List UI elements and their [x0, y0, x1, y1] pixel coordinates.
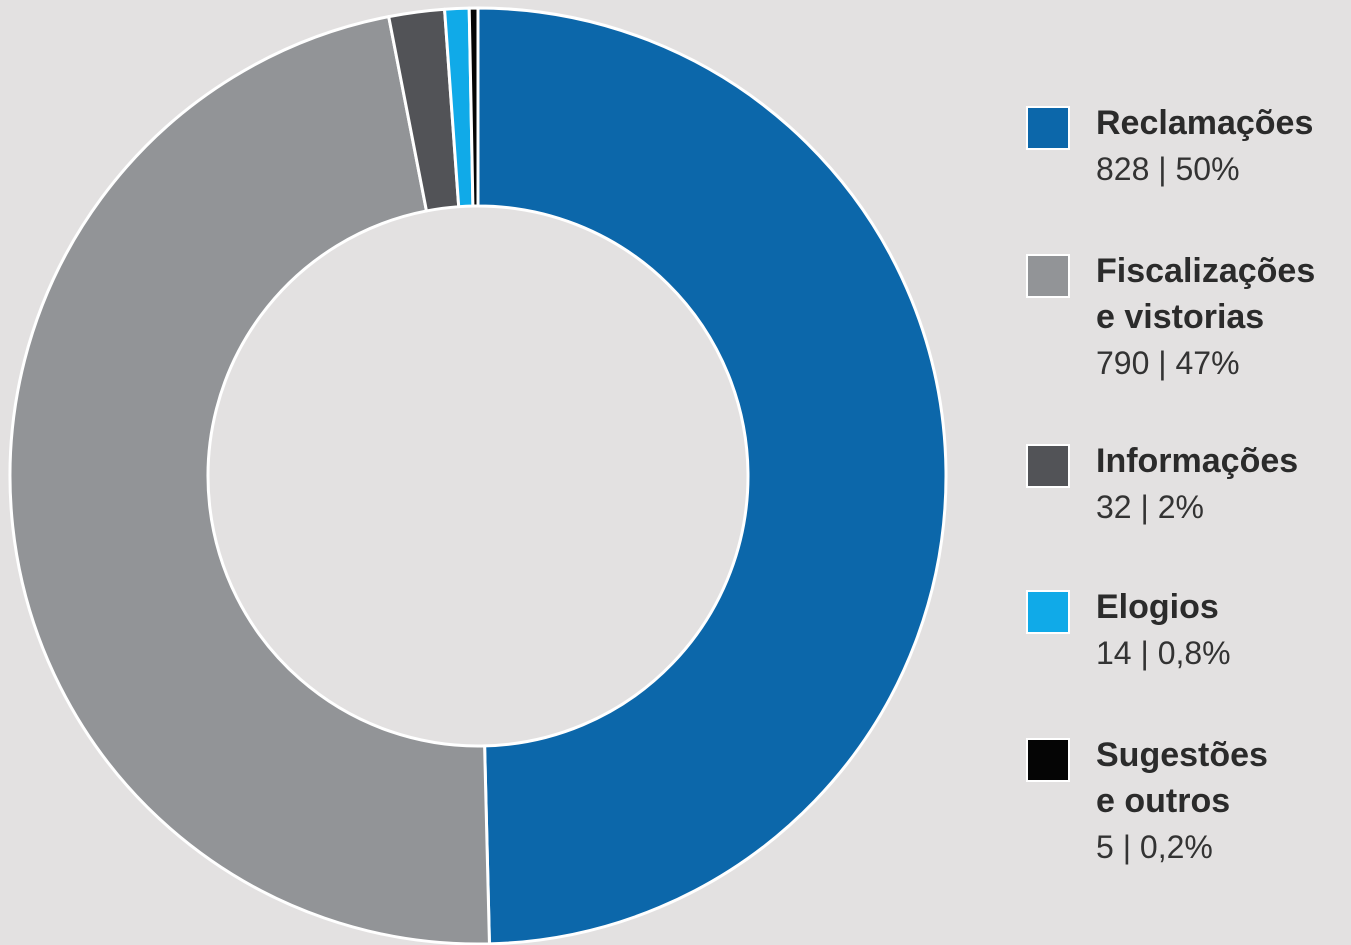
legend-label: Elogios: [1096, 588, 1219, 626]
legend-swatch: [1026, 444, 1070, 488]
legend-label: Fiscalizações e vistorias: [1096, 252, 1316, 336]
legend-text: Reclamações 828 | 50%: [1096, 100, 1351, 192]
donut-slice-0: [476, 6, 948, 945]
legend-swatch: [1026, 590, 1070, 634]
legend-text: Fiscalizações e vistorias 790 | 47%: [1096, 248, 1351, 386]
legend-text: Elogios 14 | 0,8%: [1096, 584, 1351, 676]
donut-slice-4: [467, 6, 480, 208]
legend-value: 14 | 0,8%: [1096, 635, 1231, 671]
donut-slice-1: [8, 15, 491, 945]
legend-text: Sugestões e outros 5 | 0,2%: [1096, 732, 1351, 870]
legend-swatch: [1026, 106, 1070, 150]
chart-legend: Reclamações 828 | 50% Fiscalizações e vist…: [1026, 0, 1351, 945]
legend-swatch: [1026, 254, 1070, 298]
legend-value: 5 | 0,2%: [1096, 829, 1213, 865]
legend-label: Sugestões e outros: [1096, 736, 1268, 820]
legend-label: Reclamações: [1096, 104, 1314, 142]
legend-swatch: [1026, 738, 1070, 782]
legend-value: 828 | 50%: [1096, 151, 1240, 187]
donut-chart: [8, 6, 948, 945]
legend-value: 790 | 47%: [1096, 345, 1240, 381]
legend-label: Informações: [1096, 442, 1299, 480]
legend-value: 32 | 2%: [1096, 489, 1204, 525]
legend-text: Informações 32 | 2%: [1096, 438, 1351, 530]
